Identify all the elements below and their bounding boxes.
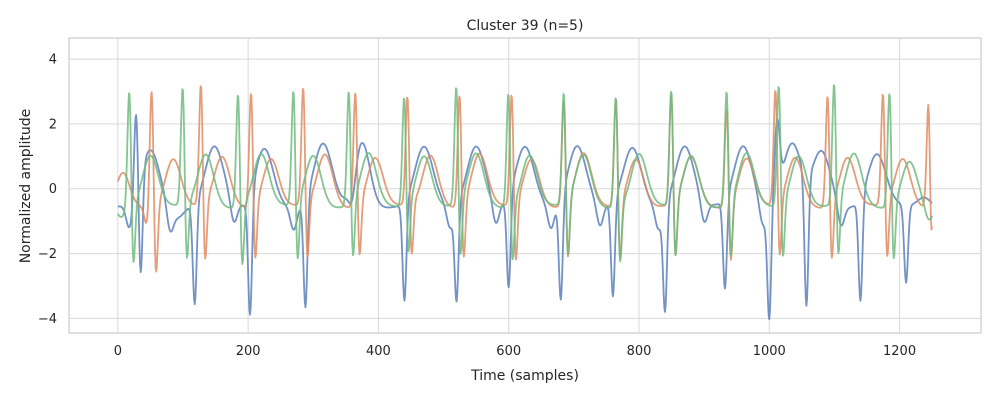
y-tick-label: −4 xyxy=(38,312,57,327)
x-tick-label: 0 xyxy=(114,344,122,359)
y-axis-ticks: −4 −2 0 2 4 xyxy=(38,53,57,327)
y-tick-label: 4 xyxy=(49,53,57,68)
series-line-3 xyxy=(117,84,933,266)
y-tick-label: 0 xyxy=(49,182,57,197)
x-tick-label: 400 xyxy=(366,344,391,359)
x-axis-ticks: 0 200 400 600 800 1000 1200 xyxy=(114,344,916,359)
chart-title: Cluster 39 (n=5) xyxy=(467,18,584,34)
x-tick-label: 800 xyxy=(627,344,652,359)
x-tick-label: 1200 xyxy=(883,344,916,359)
y-axis-title: Normalized amplitude xyxy=(18,109,34,264)
y-tick-label: −2 xyxy=(38,247,57,262)
plot-frame xyxy=(68,37,982,334)
series-lines xyxy=(117,84,934,321)
x-tick-label: 1000 xyxy=(753,344,786,359)
x-axis-title: Time (samples) xyxy=(470,368,579,384)
x-tick-label: 600 xyxy=(496,344,521,359)
x-tick-label: 200 xyxy=(236,344,261,359)
y-tick-label: 2 xyxy=(49,117,57,132)
